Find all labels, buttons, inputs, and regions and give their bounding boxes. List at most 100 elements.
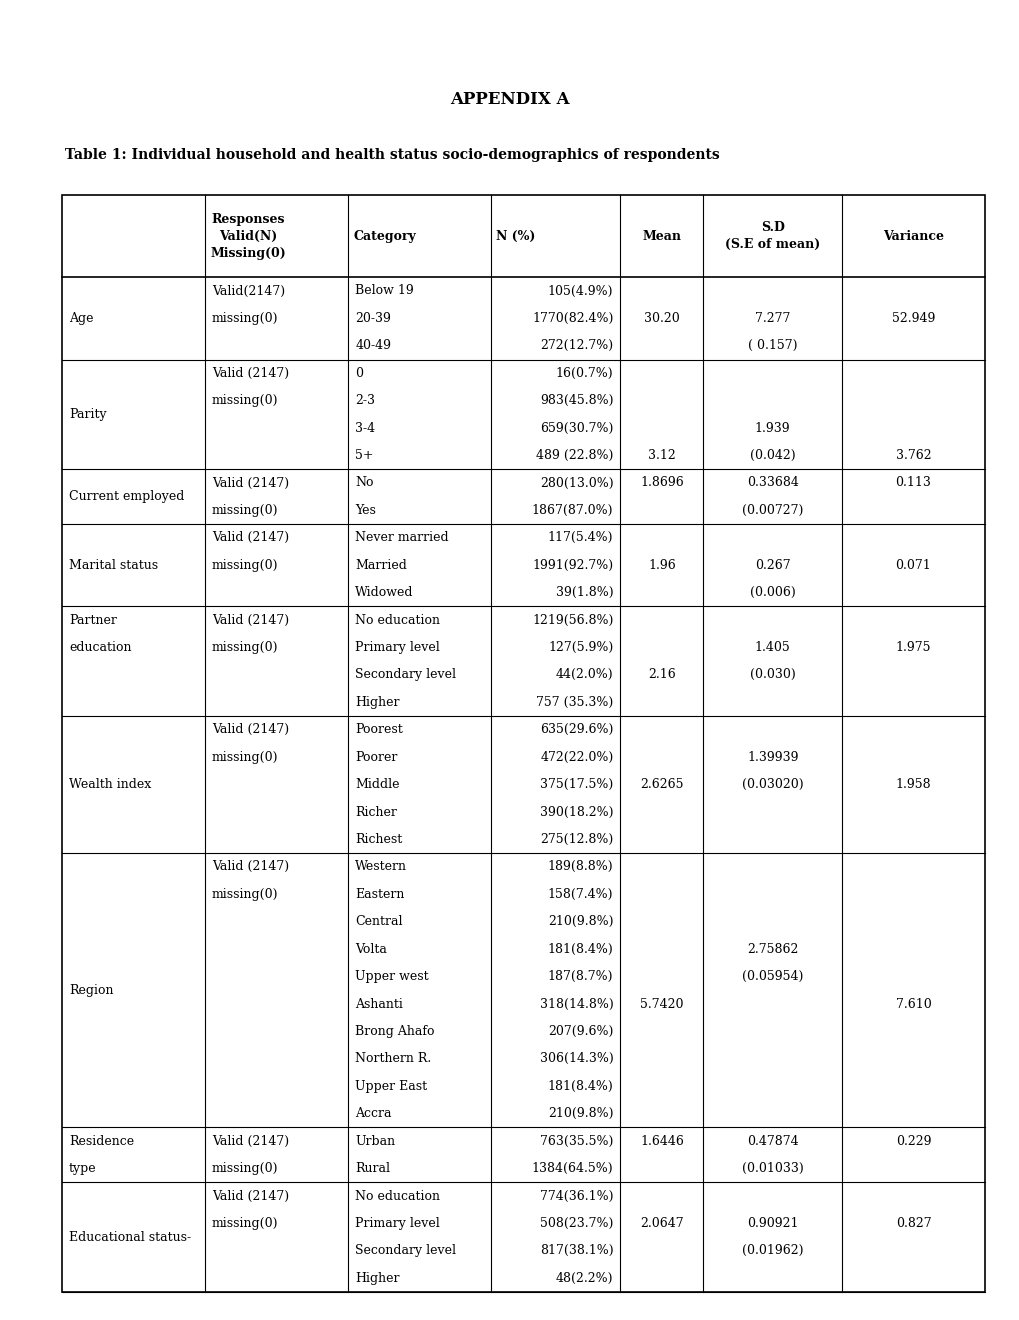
Text: 20-39: 20-39	[355, 312, 390, 325]
Text: Higher: Higher	[355, 696, 399, 709]
Text: APPENDIX A: APPENDIX A	[449, 91, 570, 108]
Text: 1.96: 1.96	[647, 558, 676, 572]
Text: Upper East: Upper East	[355, 1080, 427, 1093]
Text: No education: No education	[355, 614, 440, 627]
Text: 390(18.2%): 390(18.2%)	[539, 805, 612, 818]
Text: Middle: Middle	[355, 777, 399, 791]
Text: Residence: Residence	[69, 1135, 133, 1147]
Text: 318(14.8%): 318(14.8%)	[539, 998, 612, 1011]
Text: 0.33684: 0.33684	[746, 477, 798, 490]
Text: Married: Married	[355, 558, 407, 572]
Text: education: education	[69, 642, 131, 653]
Text: missing(0): missing(0)	[212, 888, 278, 900]
Text: Valid (2147): Valid (2147)	[212, 1135, 289, 1147]
Text: 2.16: 2.16	[647, 668, 676, 681]
Text: Northern R.: Northern R.	[355, 1052, 431, 1065]
Text: Urban: Urban	[355, 1135, 395, 1147]
Text: 117(5.4%): 117(5.4%)	[547, 532, 612, 544]
Bar	[62, 195, 984, 1292]
Text: 375(17.5%): 375(17.5%)	[540, 777, 612, 791]
Text: 3.12: 3.12	[647, 449, 676, 462]
Text: Valid (2147): Valid (2147)	[212, 723, 289, 737]
Text: Valid(2147): Valid(2147)	[212, 285, 285, 297]
Text: Primary level: Primary level	[355, 1217, 439, 1230]
Text: Educational status-: Educational status-	[69, 1230, 191, 1243]
Text: 105(4.9%): 105(4.9%)	[547, 285, 612, 297]
Text: 0.229: 0.229	[895, 1135, 930, 1147]
Text: 817(38.1%): 817(38.1%)	[539, 1245, 612, 1258]
Text: 757 (35.3%): 757 (35.3%)	[536, 696, 612, 709]
Text: missing(0): missing(0)	[212, 642, 278, 653]
Text: Valid (2147): Valid (2147)	[212, 532, 289, 544]
Text: 983(45.8%): 983(45.8%)	[539, 395, 612, 407]
Text: 7.610: 7.610	[895, 998, 930, 1011]
Text: 40-49: 40-49	[355, 339, 390, 352]
Text: Valid (2147): Valid (2147)	[212, 614, 289, 627]
Text: 3.762: 3.762	[895, 449, 930, 462]
Text: 472(22.0%): 472(22.0%)	[540, 751, 612, 764]
Text: 2.6265: 2.6265	[640, 777, 683, 791]
Text: 187(8.7%): 187(8.7%)	[547, 970, 612, 983]
Text: (0.05954): (0.05954)	[741, 970, 803, 983]
Text: Brong Ahafo: Brong Ahafo	[355, 1024, 434, 1038]
Text: 272(12.7%): 272(12.7%)	[540, 339, 612, 352]
Text: Valid (2147): Valid (2147)	[212, 861, 289, 874]
Text: S.D
(S.E of mean): S.D (S.E of mean)	[725, 222, 819, 251]
Text: Partner: Partner	[69, 614, 117, 627]
Text: No: No	[355, 477, 373, 490]
Text: 1770(82.4%): 1770(82.4%)	[532, 312, 612, 325]
Text: Widowed: Widowed	[355, 586, 414, 599]
Text: 1.6446: 1.6446	[639, 1135, 683, 1147]
Text: Volta: Volta	[355, 942, 386, 956]
Text: Category: Category	[353, 230, 416, 243]
Text: 181(8.4%): 181(8.4%)	[547, 1080, 612, 1093]
Text: Valid (2147): Valid (2147)	[212, 477, 289, 490]
Text: 2-3: 2-3	[355, 395, 375, 407]
Text: 1991(92.7%): 1991(92.7%)	[532, 558, 612, 572]
Text: (0.042): (0.042)	[749, 449, 795, 462]
Text: (0.03020): (0.03020)	[741, 777, 803, 791]
Text: Central: Central	[355, 915, 403, 928]
Text: Rural: Rural	[355, 1162, 389, 1175]
Text: missing(0): missing(0)	[212, 395, 278, 407]
Text: 1867(87.0%): 1867(87.0%)	[531, 504, 612, 517]
Text: Valid (2147): Valid (2147)	[212, 367, 289, 380]
Text: 207(9.6%): 207(9.6%)	[547, 1024, 612, 1038]
Text: Table 1: Individual household and health status socio-demographics of respondent: Table 1: Individual household and health…	[65, 148, 719, 162]
Text: 0.47874: 0.47874	[746, 1135, 798, 1147]
Text: Western: Western	[355, 861, 407, 874]
Text: (0.01962): (0.01962)	[741, 1245, 803, 1258]
Text: Secondary level: Secondary level	[355, 1245, 455, 1258]
Text: Poorer: Poorer	[355, 751, 397, 764]
Text: ( 0.157): ( 0.157)	[747, 339, 797, 352]
Text: Accra: Accra	[355, 1107, 391, 1121]
Text: missing(0): missing(0)	[212, 312, 278, 325]
Text: 635(29.6%): 635(29.6%)	[539, 723, 612, 737]
Text: (0.01033): (0.01033)	[741, 1162, 803, 1175]
Text: 7.277: 7.277	[754, 312, 790, 325]
Text: Eastern: Eastern	[355, 888, 405, 900]
Text: 0.827: 0.827	[895, 1217, 930, 1230]
Text: 1.958: 1.958	[895, 777, 930, 791]
Text: Richer: Richer	[355, 805, 396, 818]
Text: Ashanti: Ashanti	[355, 998, 403, 1011]
Text: Never married: Never married	[355, 532, 448, 544]
Text: Valid (2147): Valid (2147)	[212, 1189, 289, 1203]
Text: 5+: 5+	[355, 449, 373, 462]
Text: Marital status: Marital status	[69, 558, 158, 572]
Text: 1.39939: 1.39939	[746, 751, 798, 764]
Text: 3-4: 3-4	[355, 421, 375, 434]
Text: 2.0647: 2.0647	[640, 1217, 683, 1230]
Text: missing(0): missing(0)	[212, 1162, 278, 1175]
Text: 1.975: 1.975	[895, 642, 930, 653]
Text: type: type	[69, 1162, 97, 1175]
Text: Responses
Valid(N)
Missing(0): Responses Valid(N) Missing(0)	[210, 213, 285, 260]
Text: Variance: Variance	[882, 230, 943, 243]
Text: missing(0): missing(0)	[212, 558, 278, 572]
Text: 1.8696: 1.8696	[640, 477, 683, 490]
Text: 489 (22.8%): 489 (22.8%)	[536, 449, 612, 462]
Text: (0.030): (0.030)	[749, 668, 795, 681]
Text: 0.90921: 0.90921	[746, 1217, 798, 1230]
Text: Below 19: Below 19	[355, 285, 414, 297]
Text: missing(0): missing(0)	[212, 751, 278, 764]
